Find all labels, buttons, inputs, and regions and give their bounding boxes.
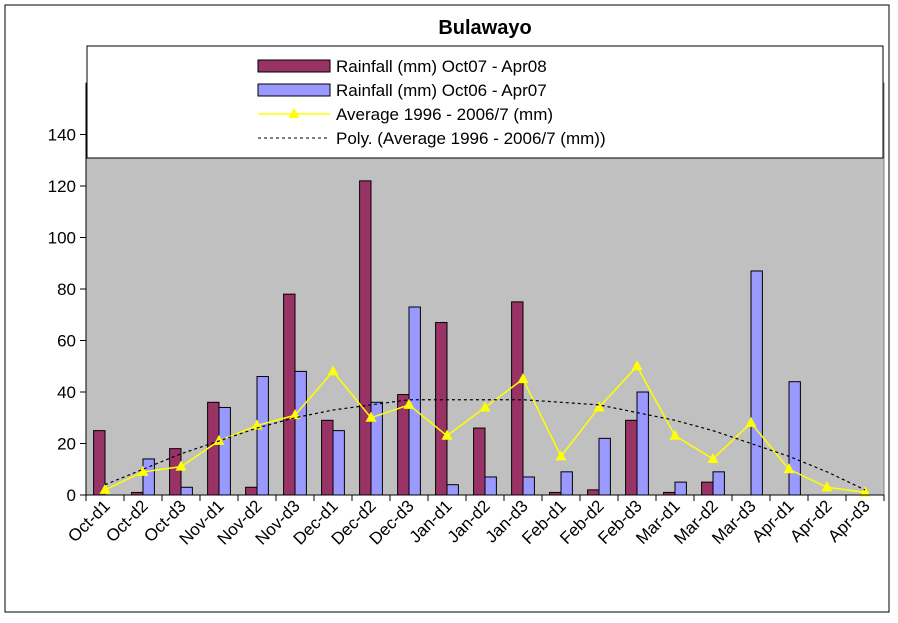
marker — [555, 450, 567, 461]
y-tick-label: 80 — [57, 280, 76, 299]
marker — [479, 401, 491, 412]
bar — [180, 486, 193, 496]
bar — [435, 321, 448, 496]
marker — [251, 419, 263, 430]
bar — [511, 301, 524, 496]
legend-swatch — [257, 83, 331, 97]
bar — [245, 486, 258, 496]
marker — [517, 373, 529, 384]
marker — [859, 486, 871, 497]
bar — [332, 430, 345, 496]
bar — [636, 391, 649, 496]
bar — [283, 293, 296, 496]
bar — [169, 448, 182, 496]
legend-swatch — [257, 59, 331, 73]
bar — [712, 471, 725, 496]
marker — [669, 429, 681, 440]
marker — [631, 360, 643, 371]
bar — [788, 381, 801, 496]
bar — [408, 306, 421, 496]
bar — [397, 394, 410, 496]
legend-marker — [288, 108, 300, 118]
trend-line — [104, 399, 866, 491]
legend — [86, 45, 884, 159]
marker — [403, 398, 415, 409]
bar — [256, 376, 269, 496]
bar — [625, 419, 638, 496]
bar — [701, 481, 714, 496]
bar — [321, 419, 334, 496]
bar — [484, 476, 497, 496]
chart-title: Bulawayo — [438, 17, 531, 39]
marker — [327, 365, 339, 376]
bar — [359, 180, 372, 496]
bar — [93, 430, 106, 496]
y-tick-label: 40 — [57, 383, 76, 402]
y-tick-label: 20 — [57, 435, 76, 454]
y-tick-label: 120 — [48, 177, 76, 196]
bar — [473, 427, 486, 496]
bar — [207, 401, 220, 496]
bar — [218, 406, 231, 496]
legend-label: Average 1996 - 2006/7 (mm) — [336, 105, 553, 124]
bar — [674, 481, 687, 496]
marker — [745, 416, 757, 427]
bar — [598, 437, 611, 496]
marker — [99, 483, 111, 494]
marker — [783, 463, 795, 474]
marker — [821, 481, 833, 492]
legend-label: Rainfall (mm) Oct06 - Apr07 — [336, 81, 547, 100]
marker — [365, 411, 377, 422]
y-tick-label: 0 — [67, 486, 76, 505]
y-tick-label: 100 — [48, 229, 76, 248]
marker — [137, 465, 149, 476]
marker — [707, 452, 719, 463]
bar — [142, 458, 155, 496]
bar — [560, 471, 573, 496]
marker — [175, 460, 187, 471]
bar — [294, 370, 307, 496]
y-tick-label: 140 — [48, 126, 76, 145]
y-tick-label: 60 — [57, 332, 76, 351]
marker — [213, 434, 225, 445]
bar — [587, 489, 600, 496]
bar — [446, 484, 459, 496]
legend-label: Poly. (Average 1996 - 2006/7 (mm)) — [336, 129, 606, 148]
marker — [441, 429, 453, 440]
bar — [750, 270, 763, 496]
legend-label: Rainfall (mm) Oct07 - Apr08 — [336, 57, 547, 76]
bar — [522, 476, 535, 496]
marker — [593, 401, 605, 412]
